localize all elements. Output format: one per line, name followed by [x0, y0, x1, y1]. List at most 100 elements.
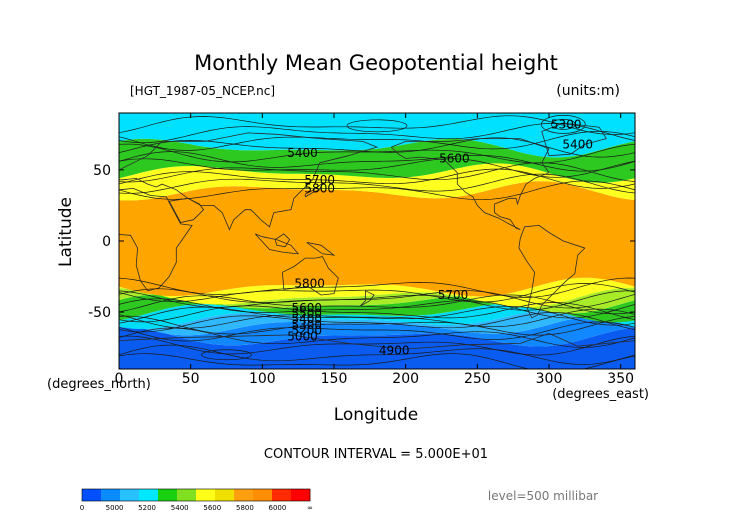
- x-tick-label: 150: [321, 371, 348, 387]
- coastline: [119, 132, 379, 231]
- y-axis: 50 0 -50: [88, 163, 635, 321]
- colorbar: 0 5000 5200 5400 5600 5800 6000 ∞: [80, 488, 313, 512]
- contour-label: 5700: [304, 173, 335, 187]
- contour-line: [119, 298, 635, 319]
- coastline: [274, 233, 291, 248]
- contour-line: [201, 349, 252, 361]
- coastline: [518, 224, 586, 319]
- contour-line: [119, 168, 635, 189]
- x-tick-label: 200: [392, 371, 419, 387]
- x-tick-label: 100: [249, 371, 276, 387]
- contour-line: [119, 321, 635, 342]
- contour-label: 5600: [439, 152, 470, 166]
- color-band: [119, 138, 635, 183]
- colorbar-swatch: [101, 489, 121, 501]
- coastline: [541, 122, 607, 157]
- units-label: (units:m): [556, 83, 620, 99]
- colorbar-tick-label: ∞: [307, 504, 313, 512]
- x-tick-label: 0: [115, 371, 124, 387]
- y-axis-label: Latitude: [56, 197, 76, 267]
- contour-label: 5800: [304, 181, 335, 195]
- colorbar-swatch: [120, 489, 140, 501]
- colorbar-swatch: [215, 489, 235, 501]
- colorbar-swatch: [82, 489, 102, 501]
- colorbar-tick-label: 5400: [171, 504, 189, 512]
- colorbar-swatch: [158, 489, 178, 501]
- coastline: [254, 233, 300, 255]
- contour-line: [119, 294, 635, 315]
- contour-line: [119, 115, 635, 135]
- contour-lines: [119, 115, 635, 369]
- contour-line: [119, 143, 635, 164]
- x-axis-label: Longitude: [334, 405, 419, 425]
- contour-label: 5600: [292, 301, 323, 315]
- coastline: [168, 197, 205, 223]
- coastline: [359, 290, 375, 307]
- contour-line: [119, 353, 635, 369]
- coastline: [119, 187, 193, 292]
- x-tick-label: 350: [607, 371, 634, 387]
- colorbar-swatch: [291, 489, 311, 501]
- file-label: [HGT_1987-05_NCEP.nc]: [130, 84, 275, 98]
- contour-label: 5800: [294, 277, 325, 291]
- coastline: [119, 332, 635, 350]
- colorbar-tick-label: 0: [80, 504, 84, 512]
- contour-line: [119, 122, 635, 144]
- colorbar-tick-label: 5200: [138, 504, 156, 512]
- y-tick-label: -50: [88, 305, 111, 321]
- coastline: [391, 138, 550, 230]
- contour-line: [119, 308, 635, 329]
- contour-line: [119, 130, 635, 151]
- colorbar-swatch: [139, 489, 159, 501]
- colorbar-swatch: [253, 489, 273, 501]
- contour-label: 5300: [551, 117, 582, 131]
- contour-line: [540, 115, 586, 134]
- x-tick-label: 50: [182, 371, 200, 387]
- contour-label: 5400: [292, 312, 323, 326]
- contour-label: 5400: [562, 137, 593, 151]
- colorbar-swatch: [177, 489, 197, 501]
- coastline: [304, 182, 323, 198]
- y-tick-label: 0: [102, 234, 111, 250]
- x-axis-unit: (degrees_east): [552, 387, 649, 402]
- colorbar-tick-label: 6000: [268, 504, 286, 512]
- coastline-map: [119, 122, 635, 350]
- contour-line: [119, 335, 635, 356]
- coastline: [282, 256, 339, 296]
- color-band: [119, 163, 635, 201]
- coastline: [306, 242, 336, 256]
- contour-label: 5000: [287, 329, 318, 343]
- contour-line: [119, 283, 635, 303]
- contour-line: [346, 119, 408, 133]
- colorbar-tick-label: 5600: [203, 504, 221, 512]
- x-axis: 0 50 100 150 200 250 300 350: [115, 113, 634, 387]
- colorbar-swatch: [196, 489, 216, 501]
- x-tick-label: 300: [536, 371, 563, 387]
- contour-line: [119, 312, 635, 333]
- contour-interval-text: CONTOUR INTERVAL = 5.000E+01: [264, 447, 488, 462]
- contour-line: [119, 173, 635, 194]
- contour-label: 4900: [379, 344, 410, 358]
- y-tick-label: 50: [93, 163, 111, 179]
- contour-label: 5400: [287, 146, 318, 160]
- colorbar-tick-label: 5800: [236, 504, 254, 512]
- contour-line: [119, 344, 635, 365]
- color-band: [119, 294, 635, 323]
- contour-line: [119, 162, 635, 183]
- contour-line: [119, 151, 635, 172]
- contour-label: 5300: [292, 318, 323, 332]
- colorbar-swatch: [272, 489, 292, 501]
- contour-line: [119, 327, 635, 348]
- contour-label-layer: 5300540054005600570058005800570056005500…: [287, 117, 593, 357]
- contour-line: [119, 290, 635, 311]
- contour-line: [119, 302, 635, 323]
- contour-line: [119, 305, 635, 326]
- color-band: [119, 113, 635, 158]
- colorbar-swatch: [234, 489, 254, 501]
- contour-label: 5200: [292, 324, 323, 338]
- colorbar-tick-label: 5000: [106, 504, 124, 512]
- colorbar-frame: [81, 488, 311, 502]
- level-text: level=500 millibar: [488, 489, 598, 503]
- contour-line: [119, 315, 635, 336]
